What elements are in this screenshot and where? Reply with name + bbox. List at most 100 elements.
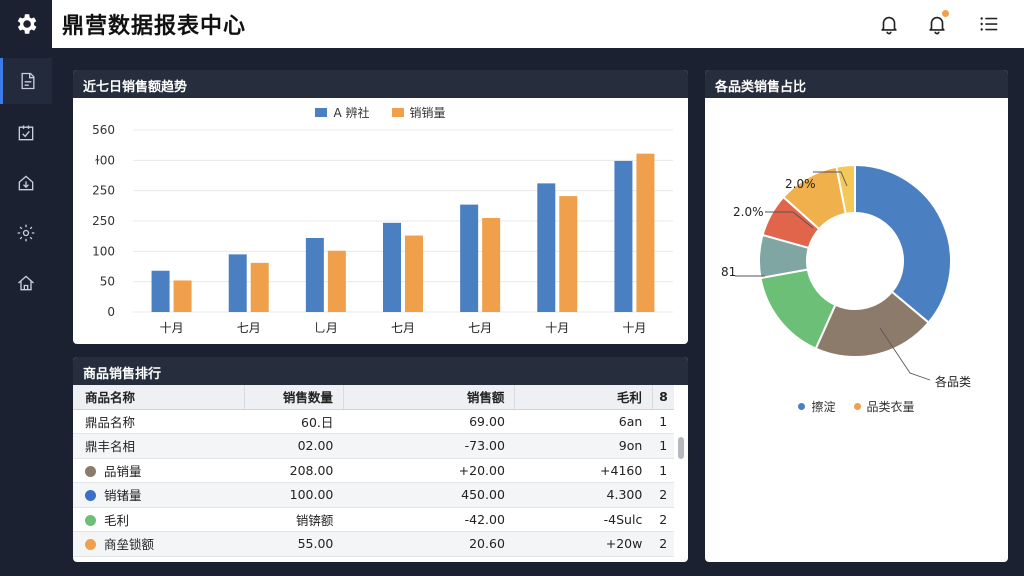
y-tick-label: 0 — [107, 305, 115, 319]
bar-chart-svg: 560 ɫ00 250 250 100 50 0 十月 七月 乚月 七月 七月 十月 十月 — [92, 123, 673, 335]
menu-button[interactable] — [977, 12, 1001, 36]
panel-title: 近七日销售额趋势 — [73, 70, 688, 98]
profit-cell: -4Sulc — [514, 507, 653, 532]
category-share-panel: 各品类销售占比 2.0% 2.0% 81 各品类 擦淀 品类衣量 — [705, 70, 1008, 562]
legend-dot — [853, 403, 861, 410]
qty-cell: 销锛额 — [244, 507, 344, 532]
y-tick-label: 560 — [92, 123, 115, 137]
legend-item-series-a: A 辨社 — [315, 104, 370, 121]
x-tick-label: 十月 — [160, 321, 184, 335]
sidebar-item-home[interactable] — [0, 260, 52, 306]
panel-title: 各品类销售占比 — [705, 70, 1008, 98]
donut-slice — [814, 290, 931, 358]
sidebar-item-settings[interactable] — [0, 210, 52, 256]
slice-label: 81 — [721, 265, 736, 279]
table-row[interactable]: 鼎丰名相 02.00 -73.00 9on 1 — [73, 433, 674, 459]
amount-cell: 450.00 — [343, 482, 515, 508]
bar-series-b — [482, 217, 501, 312]
column-header[interactable]: 毛利 — [514, 385, 653, 410]
settings-gear-logo[interactable] — [0, 0, 52, 48]
y-tick-label: 50 — [100, 275, 115, 289]
category-dot — [85, 465, 96, 477]
qty-cell: 02.00 — [244, 433, 344, 459]
legend-label: A 辨社 — [333, 106, 370, 120]
bar-series-a — [305, 237, 324, 312]
amount-cell: 69.00 — [343, 409, 515, 434]
bar-series-a — [614, 160, 633, 312]
column-header[interactable]: 销售数量 — [244, 385, 344, 410]
column-header[interactable]: 销售额 — [343, 385, 516, 410]
sidebar-item-export[interactable] — [0, 160, 52, 206]
x-tick-label: 十月 — [545, 321, 569, 335]
donut-legend-item: 品类衣量 — [853, 398, 915, 415]
y-tick-label: 250 — [92, 184, 115, 198]
rank-cell: 2 — [652, 531, 674, 557]
product-name-cell: 毛利 — [73, 507, 245, 532]
donut-slice — [835, 163, 856, 216]
legend-label: 销销量 — [409, 106, 446, 120]
slice-label: 2.0% — [785, 177, 816, 191]
gear-icon — [17, 14, 37, 34]
panel-title: 商品销售排行 — [73, 357, 688, 385]
x-tick-label: 七月 — [391, 321, 415, 335]
top-bar: 鼎营数据报表中心 — [0, 0, 1024, 48]
x-tick-label: 七月 — [468, 321, 492, 335]
task-icon — [18, 125, 34, 141]
sidebar-item-report[interactable] — [0, 58, 52, 104]
qty-cell: 100.00 — [244, 482, 344, 508]
donut-chart-svg: 2.0% 2.0% 81 各品类 — [721, 163, 971, 388]
column-header[interactable]: 商品名称 — [73, 385, 246, 410]
donut-legend: 擦淀 品类衣量 — [705, 398, 1008, 415]
qty-cell: 208.00 — [244, 458, 344, 483]
amount-cell: -73.00 — [343, 433, 515, 459]
donut-legend-item: 擦淀 — [798, 398, 836, 415]
bar-series-a — [151, 270, 170, 312]
bell-button[interactable] — [877, 12, 901, 36]
rank-cell: 1 — [652, 458, 674, 483]
table-row[interactable]: 销锗量 100.00 450.00 4.300 2 — [73, 482, 674, 508]
list-icon — [980, 17, 998, 31]
product-name: 鼎丰名相 — [85, 439, 136, 455]
bar-series-a — [460, 204, 479, 312]
y-tick-label: 100 — [92, 244, 115, 258]
rank-cell: 1 — [652, 409, 674, 434]
bar-series-a — [537, 183, 556, 312]
product-name-cell: 品销量 — [73, 458, 245, 483]
bar-series-b — [559, 196, 578, 312]
sidebar — [0, 48, 52, 576]
qty-cell: 55.00 — [244, 531, 344, 557]
rank-cell: 2 — [652, 507, 674, 532]
table-row[interactable]: 鼎品名称 60.日 69.00 6an 1 — [73, 409, 674, 434]
leader-line — [765, 211, 814, 229]
product-name: 鼎品名称 — [85, 414, 136, 430]
ranking-table-wrap: 商品名称 销售数量 销售额 毛利 8 鼎品名称 60.日 69.00 6an 1 鼎丰名相… — [73, 385, 688, 557]
bar-series-b — [327, 250, 346, 312]
notification-button[interactable] — [925, 8, 951, 36]
table-row[interactable]: 毛利 销锛额 -42.00 -4Sulc 2 — [73, 507, 674, 532]
slice-label: 2.0% — [733, 205, 764, 219]
table-scrollbar[interactable] — [678, 437, 684, 459]
table-row[interactable]: 品销量 208.00 +20.00 +4160 1 — [73, 458, 674, 483]
product-name-cell: 商垒锁额 — [73, 531, 245, 557]
column-header[interactable]: 8 — [652, 385, 674, 410]
report-icon — [21, 72, 34, 90]
chart-legend: A 辨社 销销量 — [73, 104, 688, 121]
bar-series-b — [405, 235, 423, 312]
profit-cell: +20w — [514, 531, 653, 557]
profit-cell: 6an — [514, 409, 653, 434]
table-row[interactable]: 商垒锁额 55.00 20.60 +20w 2 — [73, 531, 674, 557]
bell-icon — [881, 16, 897, 35]
home-export-icon — [18, 175, 34, 191]
legend-label: 擦淀 — [811, 400, 836, 414]
x-tick-label: 十月 — [622, 321, 646, 335]
sidebar-item-task[interactable] — [0, 110, 52, 156]
category-dot — [85, 539, 96, 551]
ranking-table: 商品名称 销售数量 销售额 毛利 8 鼎品名称 60.日 69.00 6an 1 鼎丰名相… — [73, 385, 674, 557]
product-name: 销锗量 — [104, 488, 142, 504]
product-name: 品销量 — [104, 463, 142, 479]
bar-series-b — [173, 280, 192, 312]
legend-item-series-b: 销销量 — [391, 104, 446, 121]
bar-series-a — [228, 254, 247, 312]
amount-cell: +20.00 — [343, 458, 515, 483]
x-tick-label: 七月 — [237, 321, 261, 335]
